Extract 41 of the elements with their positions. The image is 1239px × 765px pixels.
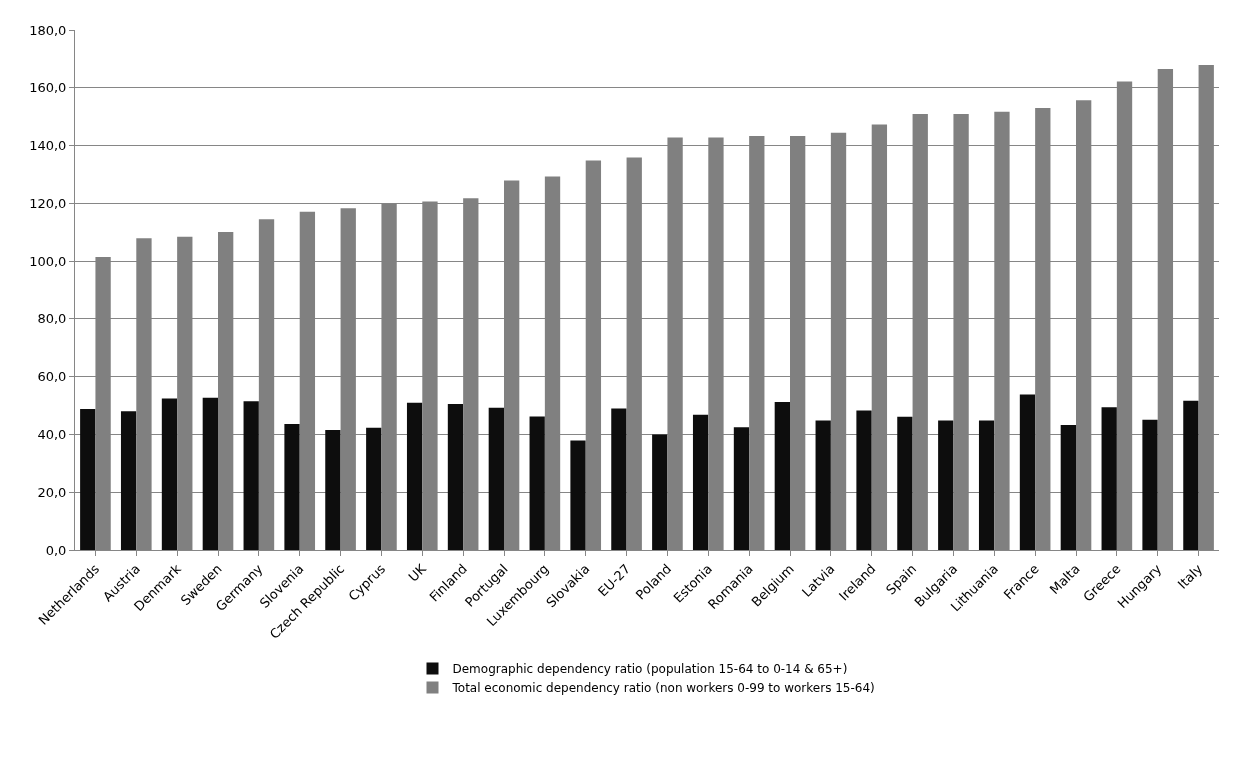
- bar: [406, 402, 423, 550]
- y-tick-label: 160,0: [29, 80, 67, 96]
- y-tick-label: 120,0: [29, 195, 67, 211]
- bar: [815, 420, 831, 550]
- y-tick-label: 100,0: [29, 253, 67, 269]
- bar: [243, 401, 259, 550]
- bar: [202, 397, 218, 550]
- y-tick-label: 40,0: [37, 426, 67, 442]
- bar: [692, 414, 709, 550]
- bar: [652, 434, 668, 550]
- bar: [1183, 400, 1199, 550]
- bar: [611, 408, 627, 550]
- legend-label: Total economic dependency ratio (non workers 0-99 to workers 15-64): [451, 681, 875, 696]
- bar: [774, 402, 790, 550]
- x-tick-label: UK: [405, 560, 430, 585]
- y-tick-label: 60,0: [37, 369, 67, 385]
- bar: [733, 427, 750, 550]
- bar: [570, 440, 586, 550]
- bar: [80, 409, 96, 550]
- legend-label: Demographic dependency ratio (population 15-64 to 0-14 & 65+): [452, 662, 848, 677]
- bar: [161, 398, 178, 550]
- bar: [325, 430, 341, 550]
- bar: [284, 424, 300, 550]
- bar: [1019, 394, 1036, 550]
- bar: [938, 420, 954, 550]
- y-tick-label: 180,0: [29, 22, 67, 38]
- bar: [447, 404, 464, 550]
- bar: [120, 411, 137, 550]
- bar: [1060, 424, 1076, 550]
- bar: [366, 427, 382, 550]
- bar: [978, 420, 995, 550]
- y-tick-label: 140,0: [29, 138, 67, 154]
- bar: [488, 407, 504, 550]
- y-tick-label: 80,0: [37, 311, 67, 327]
- bar: [897, 416, 913, 550]
- bar: [1101, 407, 1117, 550]
- y-tick-label: 20,0: [37, 484, 67, 500]
- bar: [1142, 419, 1158, 550]
- bar: [856, 410, 872, 550]
- bar: [529, 416, 545, 550]
- y-tick-label: 0,0: [45, 542, 67, 558]
